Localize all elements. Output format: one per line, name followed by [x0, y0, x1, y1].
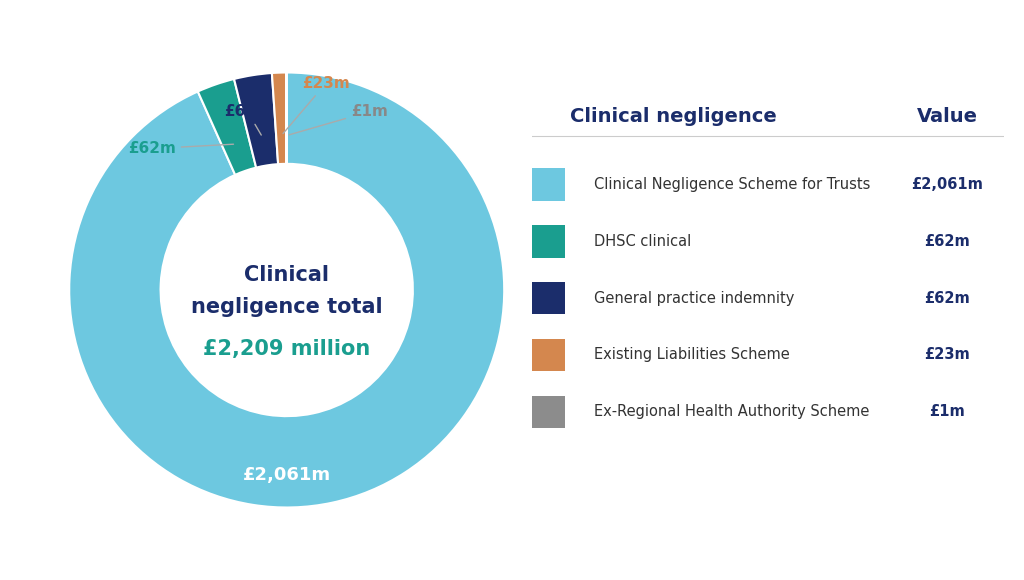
Text: £1m: £1m — [289, 104, 388, 135]
Wedge shape — [272, 72, 287, 164]
Text: DHSC clinical: DHSC clinical — [594, 234, 691, 249]
Text: £2,061m: £2,061m — [911, 177, 983, 192]
Text: General practice indemnity: General practice indemnity — [594, 291, 794, 306]
Wedge shape — [198, 79, 256, 175]
Text: Clinical negligence: Clinical negligence — [570, 107, 777, 126]
Text: £1m: £1m — [929, 404, 965, 419]
Wedge shape — [70, 72, 504, 508]
FancyBboxPatch shape — [532, 225, 565, 258]
Text: Ex-Regional Health Authority Scheme: Ex-Regional Health Authority Scheme — [594, 404, 869, 419]
Text: £23m: £23m — [283, 76, 350, 133]
Text: £2,209 million: £2,209 million — [203, 339, 371, 358]
Text: £62m: £62m — [924, 234, 970, 249]
Text: Clinical Negligence Scheme for Trusts: Clinical Negligence Scheme for Trusts — [594, 177, 870, 192]
FancyBboxPatch shape — [532, 339, 565, 371]
Text: £62m: £62m — [924, 291, 970, 306]
Text: £62m: £62m — [223, 104, 271, 135]
FancyBboxPatch shape — [532, 396, 565, 428]
Text: Existing Liabilities Scheme: Existing Liabilities Scheme — [594, 347, 790, 362]
Text: £62m: £62m — [128, 141, 233, 156]
FancyBboxPatch shape — [532, 282, 565, 314]
Text: £23m: £23m — [924, 347, 970, 362]
Wedge shape — [234, 73, 279, 168]
Text: Clinical: Clinical — [244, 265, 330, 285]
Text: negligence total: negligence total — [190, 298, 383, 317]
Text: Value: Value — [916, 107, 978, 126]
Text: £2,061m: £2,061m — [243, 466, 331, 484]
FancyBboxPatch shape — [532, 168, 565, 201]
